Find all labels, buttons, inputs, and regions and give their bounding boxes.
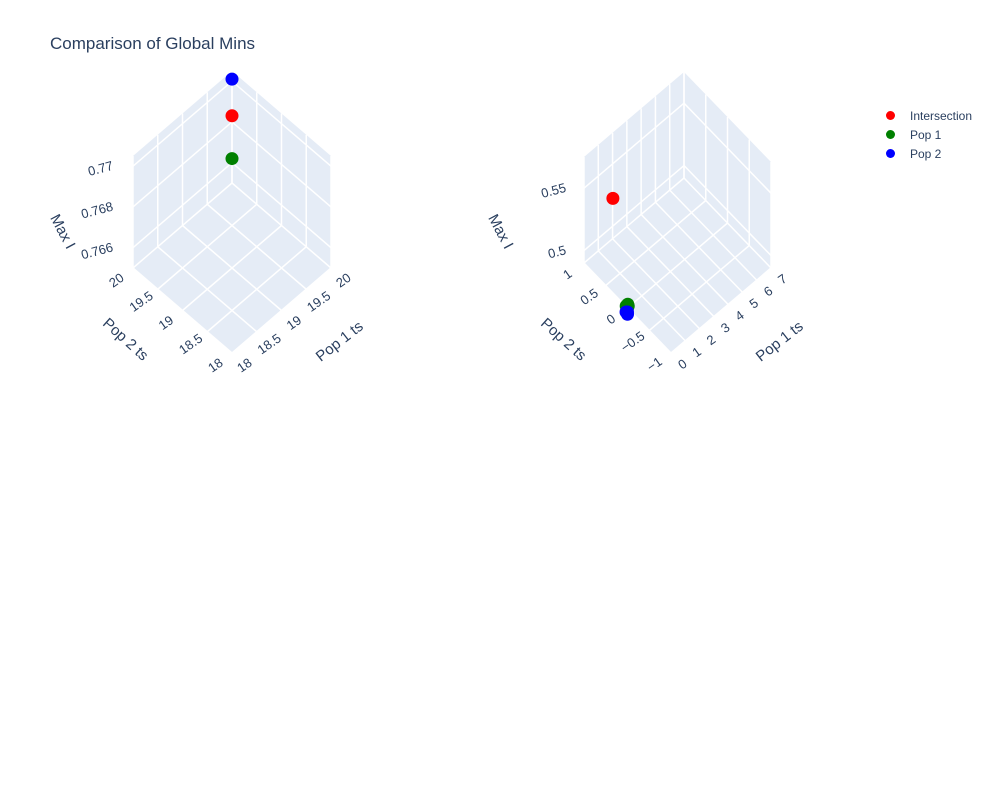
point-pop-2[interactable] — [225, 72, 239, 86]
gridline-z — [231, 80, 332, 167]
gridline-z — [132, 80, 233, 167]
y-tick-label: 1 — [560, 266, 575, 282]
y-tick-label: −1 — [644, 354, 665, 375]
back-pane-y — [584, 72, 684, 263]
legend-label-intersection: Intersection — [910, 108, 973, 123]
x-tick-label: 2 — [704, 332, 719, 348]
gridline-y — [182, 224, 282, 312]
x-tick-label: 3 — [718, 319, 733, 335]
x-tick-label: 5 — [747, 295, 762, 311]
y-tick-label: −0.5 — [618, 328, 648, 355]
gridline-y — [648, 244, 750, 332]
x-tick-label: 19.5 — [304, 288, 333, 315]
x-tick-label: 20 — [333, 270, 353, 291]
x-tick-label: 6 — [761, 283, 776, 299]
gridline-y — [583, 177, 685, 264]
y-tick-label: 18.5 — [176, 330, 205, 357]
point-intersection[interactable] — [606, 191, 620, 205]
x-tick-label: 18 — [234, 355, 254, 376]
gridline-y — [132, 182, 233, 269]
legend-marker-pop-2 — [886, 149, 895, 158]
legend-label-pop-2: Pop 2 — [910, 146, 942, 161]
y-tick-label: 18 — [205, 355, 225, 376]
legend-item-intersection[interactable]: Intersection — [880, 106, 972, 125]
z-tick-label: 0.5 — [546, 242, 567, 261]
gridline-z — [231, 162, 332, 249]
point-intersection[interactable] — [225, 109, 239, 123]
point-pop-2[interactable] — [619, 305, 633, 319]
page-title: Comparison of Global Mins — [50, 34, 256, 53]
legend-marker-pop-1 — [886, 130, 895, 139]
x-axis-title: Pop 1 ts — [753, 318, 807, 365]
legend-marker-intersection — [886, 111, 895, 120]
x-tick-label: 18.5 — [254, 330, 283, 357]
x-tick-label: 1 — [689, 344, 704, 360]
x-tick-label: 7 — [775, 271, 790, 287]
z-axis-title: Max I — [484, 212, 516, 252]
x-tick-label: 4 — [732, 307, 747, 323]
scene-1[interactable]: 1818.51919.5201818.51919.5200.7660.7680.… — [46, 71, 367, 376]
z-tick-label: 0.77 — [86, 158, 114, 179]
x-axis-title: Pop 1 ts — [313, 318, 367, 365]
z-tick-label: 0.768 — [79, 199, 114, 222]
y-tick-label: 20 — [106, 270, 126, 291]
gridline-z — [583, 164, 685, 252]
y-axis-title: Pop 2 ts — [537, 315, 589, 364]
legend: Intersection Pop 1 Pop 2 — [880, 106, 972, 163]
gridline-z — [683, 165, 772, 257]
z-tick-label: 0.766 — [79, 239, 114, 262]
legend-item-pop-2[interactable]: Pop 2 — [880, 144, 972, 163]
x-tick-label: 0 — [675, 356, 690, 372]
y-axis-title: Pop 2 ts — [99, 315, 151, 364]
gridline-z — [583, 102, 685, 189]
legend-item-pop-1[interactable]: Pop 1 — [880, 125, 972, 144]
gridline-z — [683, 102, 772, 194]
gridline-z — [132, 162, 233, 249]
y-tick-label: 0.5 — [577, 285, 600, 308]
gridline-y — [605, 199, 707, 287]
z-tick-label: 0.55 — [539, 180, 567, 201]
gridline-y — [627, 222, 728, 309]
gridline-y — [231, 267, 332, 354]
gridline-z — [132, 121, 233, 208]
x-tick-label: 19 — [284, 312, 304, 333]
legend-label-pop-1: Pop 1 — [910, 127, 942, 142]
gridline-y — [670, 267, 772, 354]
gridline-y — [157, 203, 258, 290]
y-tick-label: 0 — [604, 311, 619, 327]
y-tick-label: 19 — [156, 312, 176, 333]
gridline-z — [231, 121, 332, 208]
gridline-y — [206, 246, 307, 333]
point-pop-1[interactable] — [225, 152, 239, 166]
z-axis-title: Max I — [46, 212, 78, 252]
y-tick-label: 19.5 — [126, 288, 155, 315]
